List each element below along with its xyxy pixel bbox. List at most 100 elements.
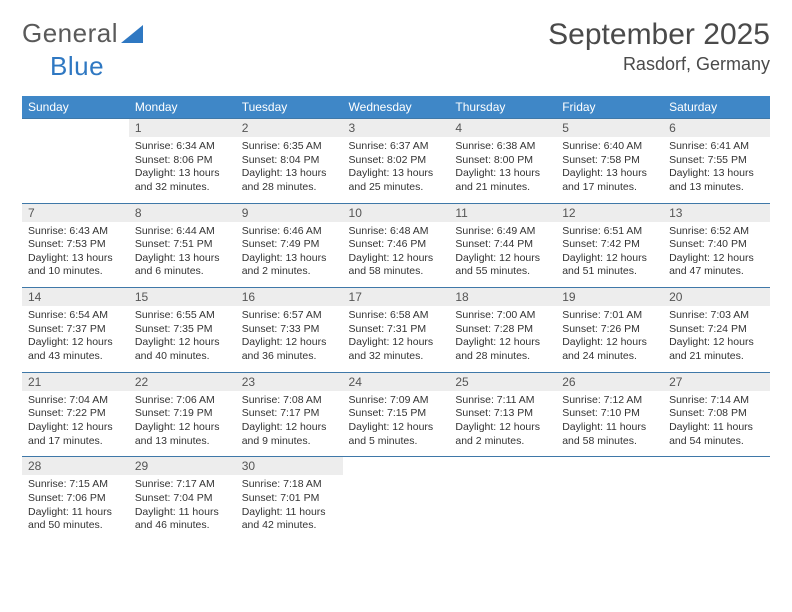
sunrise-text: Sunrise: 7:18 AM: [242, 478, 337, 492]
sunset-text: Sunset: 7:37 PM: [28, 323, 123, 337]
day-number: 24: [343, 373, 450, 391]
day-details: Sunrise: 6:38 AMSunset: 8:00 PMDaylight:…: [449, 137, 556, 203]
day-number: 15: [129, 288, 236, 306]
day-details: Sunrise: 6:41 AMSunset: 7:55 PMDaylight:…: [663, 137, 770, 203]
day-number: 28: [22, 457, 129, 475]
daylight-text: Daylight: 12 hours and 40 minutes.: [135, 336, 230, 363]
day-details: Sunrise: 7:14 AMSunset: 7:08 PMDaylight:…: [663, 391, 770, 457]
day-cell: 30Sunrise: 7:18 AMSunset: 7:01 PMDayligh…: [236, 457, 343, 541]
sunset-text: Sunset: 7:33 PM: [242, 323, 337, 337]
day-details: Sunrise: 6:44 AMSunset: 7:51 PMDaylight:…: [129, 222, 236, 288]
day-number: 1: [129, 119, 236, 137]
day-cell: 19Sunrise: 7:01 AMSunset: 7:26 PMDayligh…: [556, 288, 663, 373]
sunrise-text: Sunrise: 7:08 AM: [242, 394, 337, 408]
day-cell: 6Sunrise: 6:41 AMSunset: 7:55 PMDaylight…: [663, 119, 770, 204]
daylight-text: Daylight: 12 hours and 9 minutes.: [242, 421, 337, 448]
week-row: 7Sunrise: 6:43 AMSunset: 7:53 PMDaylight…: [22, 203, 770, 288]
day-number: 14: [22, 288, 129, 306]
daylight-text: Daylight: 13 hours and 28 minutes.: [242, 167, 337, 194]
daylight-text: Daylight: 12 hours and 21 minutes.: [669, 336, 764, 363]
sunrise-text: Sunrise: 6:38 AM: [455, 140, 550, 154]
sunrise-text: Sunrise: 6:52 AM: [669, 225, 764, 239]
sunset-text: Sunset: 7:24 PM: [669, 323, 764, 337]
weekday-header: Saturday: [663, 96, 770, 119]
day-cell: [663, 457, 770, 541]
weekday-header: Friday: [556, 96, 663, 119]
daylight-text: Daylight: 13 hours and 6 minutes.: [135, 252, 230, 279]
sunset-text: Sunset: 7:51 PM: [135, 238, 230, 252]
daylight-text: Daylight: 12 hours and 43 minutes.: [28, 336, 123, 363]
day-number: 11: [449, 204, 556, 222]
sunrise-text: Sunrise: 6:41 AM: [669, 140, 764, 154]
day-cell: 14 Sunrise: 6:54 AMSunset: 7:37 PMDayligh…: [22, 288, 129, 373]
daylight-text: Daylight: 12 hours and 17 minutes.: [28, 421, 123, 448]
sunrise-text: Sunrise: 7:11 AM: [455, 394, 550, 408]
day-cell: 29Sunrise: 7:17 AMSunset: 7:04 PMDayligh…: [129, 457, 236, 541]
sunrise-text: Sunrise: 7:00 AM: [455, 309, 550, 323]
day-details: Sunrise: 7:11 AMSunset: 7:13 PMDaylight:…: [449, 391, 556, 457]
sunrise-text: Sunrise: 6:58 AM: [349, 309, 444, 323]
sunset-text: Sunset: 7:42 PM: [562, 238, 657, 252]
day-cell: 23Sunrise: 7:08 AMSunset: 7:17 PMDayligh…: [236, 372, 343, 457]
day-cell: 4Sunrise: 6:38 AMSunset: 8:00 PMDaylight…: [449, 119, 556, 204]
day-details: Sunrise: 6:43 AMSunset: 7:53 PMDaylight:…: [22, 222, 129, 288]
day-number: 3: [343, 119, 450, 137]
daylight-text: Daylight: 13 hours and 21 minutes.: [455, 167, 550, 194]
day-details: Sunrise: 7:18 AMSunset: 7:01 PMDaylight:…: [236, 475, 343, 541]
logo-triangle-icon: [121, 25, 143, 43]
day-cell: 17Sunrise: 6:58 AMSunset: 7:31 PMDayligh…: [343, 288, 450, 373]
day-cell: 13Sunrise: 6:52 AMSunset: 7:40 PMDayligh…: [663, 203, 770, 288]
sunrise-text: Sunrise: 7:12 AM: [562, 394, 657, 408]
sunset-text: Sunset: 8:02 PM: [349, 154, 444, 168]
week-row: 14Sunrise: 6:54 AMSunset: 7:37 PMDayligh…: [22, 288, 770, 373]
sunset-text: Sunset: 7:49 PM: [242, 238, 337, 252]
day-cell: [556, 457, 663, 541]
day-cell: 22Sunrise: 7:06 AMSunset: 7:19 PMDayligh…: [129, 372, 236, 457]
sunrise-text: Sunrise: 7:09 AM: [349, 394, 444, 408]
day-number: [22, 119, 129, 123]
day-cell: 25Sunrise: 7:11 AMSunset: 7:13 PMDayligh…: [449, 372, 556, 457]
sunset-text: Sunset: 7:19 PM: [135, 407, 230, 421]
day-details: Sunrise: 6:34 AMSunset: 8:06 PMDaylight:…: [129, 137, 236, 203]
day-number: 22: [129, 373, 236, 391]
daylight-text: Daylight: 12 hours and 13 minutes.: [135, 421, 230, 448]
sunrise-text: Sunrise: 6:34 AM: [135, 140, 230, 154]
day-cell: 16Sunrise: 6:57 AMSunset: 7:33 PMDayligh…: [236, 288, 343, 373]
sunrise-text: Sunrise: 7:04 AM: [28, 394, 123, 408]
weekday-header: Sunday: [22, 96, 129, 119]
sunrise-text: Sunrise: 6:51 AM: [562, 225, 657, 239]
day-number: 7: [22, 204, 129, 222]
day-cell: 2Sunrise: 6:35 AMSunset: 8:04 PMDaylight…: [236, 119, 343, 204]
day-details: Sunrise: 7:03 AMSunset: 7:24 PMDaylight:…: [663, 306, 770, 372]
daylight-text: Daylight: 12 hours and 55 minutes.: [455, 252, 550, 279]
day-cell: 1Sunrise: 6:34 AMSunset: 8:06 PMDaylight…: [129, 119, 236, 204]
day-number: 9: [236, 204, 343, 222]
sunset-text: Sunset: 7:35 PM: [135, 323, 230, 337]
day-number: 16: [236, 288, 343, 306]
day-details: Sunrise: 7:04 AMSunset: 7:22 PMDaylight:…: [22, 391, 129, 457]
daylight-text: Daylight: 11 hours and 46 minutes.: [135, 506, 230, 533]
sunrise-text: Sunrise: 6:49 AM: [455, 225, 550, 239]
day-number: 26: [556, 373, 663, 391]
sunset-text: Sunset: 7:01 PM: [242, 492, 337, 506]
sunrise-text: Sunrise: 6:43 AM: [28, 225, 123, 239]
sunset-text: Sunset: 8:06 PM: [135, 154, 230, 168]
day-details: Sunrise: 6:35 AMSunset: 8:04 PMDaylight:…: [236, 137, 343, 203]
sunset-text: Sunset: 7:28 PM: [455, 323, 550, 337]
day-number: 25: [449, 373, 556, 391]
day-details: Sunrise: 6:37 AMSunset: 8:02 PMDaylight:…: [343, 137, 450, 203]
day-details: Sunrise: 7:00 AMSunset: 7:28 PMDaylight:…: [449, 306, 556, 372]
daylight-text: Daylight: 12 hours and 32 minutes.: [349, 336, 444, 363]
day-cell: 21Sunrise: 7:04 AMSunset: 7:22 PMDayligh…: [22, 372, 129, 457]
sunset-text: Sunset: 7:53 PM: [28, 238, 123, 252]
logo: General: [22, 18, 143, 49]
sunrise-text: Sunrise: 6:35 AM: [242, 140, 337, 154]
daylight-text: Daylight: 11 hours and 58 minutes.: [562, 421, 657, 448]
sunset-text: Sunset: 7:40 PM: [669, 238, 764, 252]
logo-text-1: General: [22, 18, 118, 49]
sunset-text: Sunset: 7:04 PM: [135, 492, 230, 506]
daylight-text: Daylight: 13 hours and 32 minutes.: [135, 167, 230, 194]
day-number: [449, 457, 556, 461]
sunrise-text: Sunrise: 6:54 AM: [28, 309, 123, 323]
daylight-text: Daylight: 13 hours and 17 minutes.: [562, 167, 657, 194]
